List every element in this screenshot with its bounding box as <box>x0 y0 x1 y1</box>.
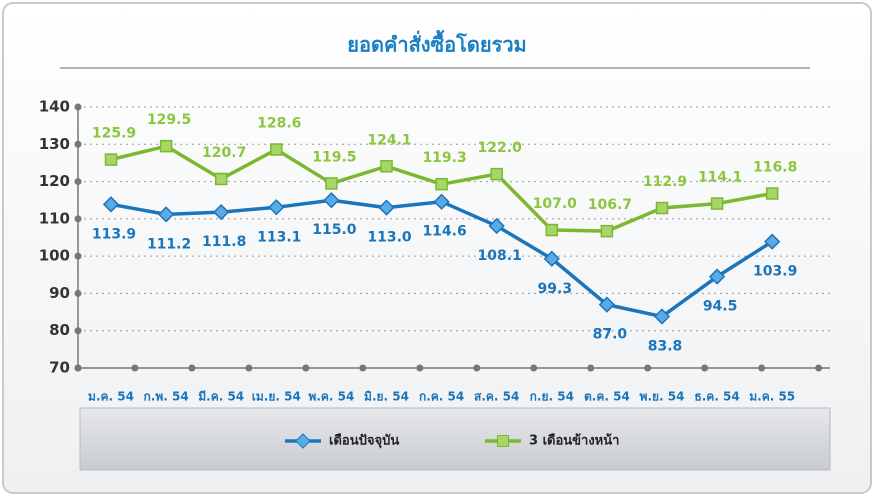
value-label: 114.6 <box>422 224 466 240</box>
chart-title: ยอดคำสั่งซื้อโดยรวม <box>347 30 527 57</box>
x-axis-dot <box>587 364 595 372</box>
x-tick-label: มี.ค. 54 <box>198 390 244 404</box>
value-label: 113.9 <box>92 226 136 242</box>
x-tick-label: ธ.ค. 54 <box>694 390 739 404</box>
marker <box>213 204 230 221</box>
marker <box>270 143 283 156</box>
value-label: 112.9 <box>643 174 687 190</box>
y-tick-label: 90 <box>49 284 70 302</box>
x-axis-dot <box>245 364 253 372</box>
legend-label: 3 เดือนข้างหน้า <box>529 433 619 449</box>
x-axis-dot <box>644 364 652 372</box>
value-label: 120.7 <box>202 145 246 161</box>
marker <box>545 223 559 237</box>
value-label: 99.3 <box>538 281 573 297</box>
value-label: 103.9 <box>753 264 797 280</box>
marker <box>655 201 669 215</box>
x-axis-dot <box>758 364 766 372</box>
value-label: 122.0 <box>478 140 523 156</box>
value-label: 111.2 <box>147 236 191 252</box>
marker <box>102 196 120 213</box>
value-label: 113.1 <box>257 229 301 245</box>
marker <box>268 199 285 216</box>
value-label: 115.0 <box>312 222 357 238</box>
x-axis-dot <box>701 364 709 372</box>
marker <box>104 153 118 166</box>
value-label: 106.7 <box>588 197 632 213</box>
value-label: 129.5 <box>147 112 191 128</box>
x-tick-label: ก.ค. 54 <box>419 390 464 404</box>
marker <box>325 177 338 190</box>
value-label: 113.0 <box>367 230 412 246</box>
marker <box>380 160 393 173</box>
y-tick-label: 120 <box>39 172 70 190</box>
marker <box>710 197 724 210</box>
x-axis-dot <box>473 364 481 372</box>
y-tick-label: 110 <box>39 209 70 227</box>
marker <box>159 139 173 153</box>
x-axis-dot <box>74 364 82 372</box>
x-axis-dot <box>359 364 367 372</box>
value-label: 119.3 <box>422 150 466 166</box>
x-tick-label: มิ.ย. 54 <box>364 390 409 404</box>
x-tick-label: เม.ย. 54 <box>252 390 301 404</box>
legend-marker <box>295 433 311 449</box>
value-label: 124.1 <box>367 132 411 148</box>
x-axis-dot <box>188 364 196 372</box>
value-label: 128.6 <box>257 116 301 132</box>
value-label: 111.8 <box>202 234 246 250</box>
value-label: 94.5 <box>703 299 738 315</box>
marker <box>708 268 726 285</box>
x-tick-label: ม.ค. 55 <box>749 390 795 404</box>
y-tick-label: 80 <box>49 321 70 339</box>
x-tick-label: พ.ค. 54 <box>308 390 354 404</box>
x-tick-label: ส.ค. 54 <box>474 390 519 404</box>
marker <box>435 177 448 191</box>
x-tick-label: ต.ค. 54 <box>584 390 630 404</box>
marker <box>490 167 503 181</box>
marker <box>653 308 671 325</box>
value-label: 83.8 <box>648 339 683 355</box>
x-tick-label: ม.ค. 54 <box>88 390 134 404</box>
value-label: 108.1 <box>478 248 522 264</box>
marker <box>764 233 781 250</box>
legend-box <box>79 407 831 471</box>
marker <box>543 250 560 267</box>
marker <box>600 224 614 238</box>
marker <box>598 296 616 313</box>
x-tick-label: พ.ย. 54 <box>640 390 685 404</box>
marker <box>157 206 175 223</box>
y-tick-label: 100 <box>39 247 70 265</box>
marker <box>323 192 340 209</box>
value-label: 116.8 <box>753 160 797 176</box>
value-label: 107.0 <box>533 196 578 212</box>
x-axis-dot <box>530 364 538 372</box>
marker <box>765 187 779 200</box>
y-tick-label: 140 <box>39 98 70 116</box>
marker <box>378 199 395 216</box>
value-label: 125.9 <box>92 126 136 142</box>
x-axis-dot <box>131 364 139 372</box>
x-tick-label: ก.ย. 54 <box>530 390 574 404</box>
marker <box>488 217 505 235</box>
legend-label: เดือนปัจจุบัน <box>329 433 399 449</box>
marker <box>214 172 228 186</box>
x-axis-dot <box>302 364 310 372</box>
value-label: 114.1 <box>698 170 742 186</box>
value-label: 87.0 <box>593 327 628 343</box>
marker <box>433 193 450 210</box>
value-label: 119.5 <box>312 149 356 165</box>
x-axis-dot <box>416 364 424 372</box>
y-tick-label: 70 <box>49 359 70 377</box>
x-axis-dot <box>815 364 823 372</box>
legend-marker <box>497 435 509 447</box>
y-tick-label: 130 <box>39 135 70 153</box>
x-tick-label: ก.พ. 54 <box>144 390 189 404</box>
